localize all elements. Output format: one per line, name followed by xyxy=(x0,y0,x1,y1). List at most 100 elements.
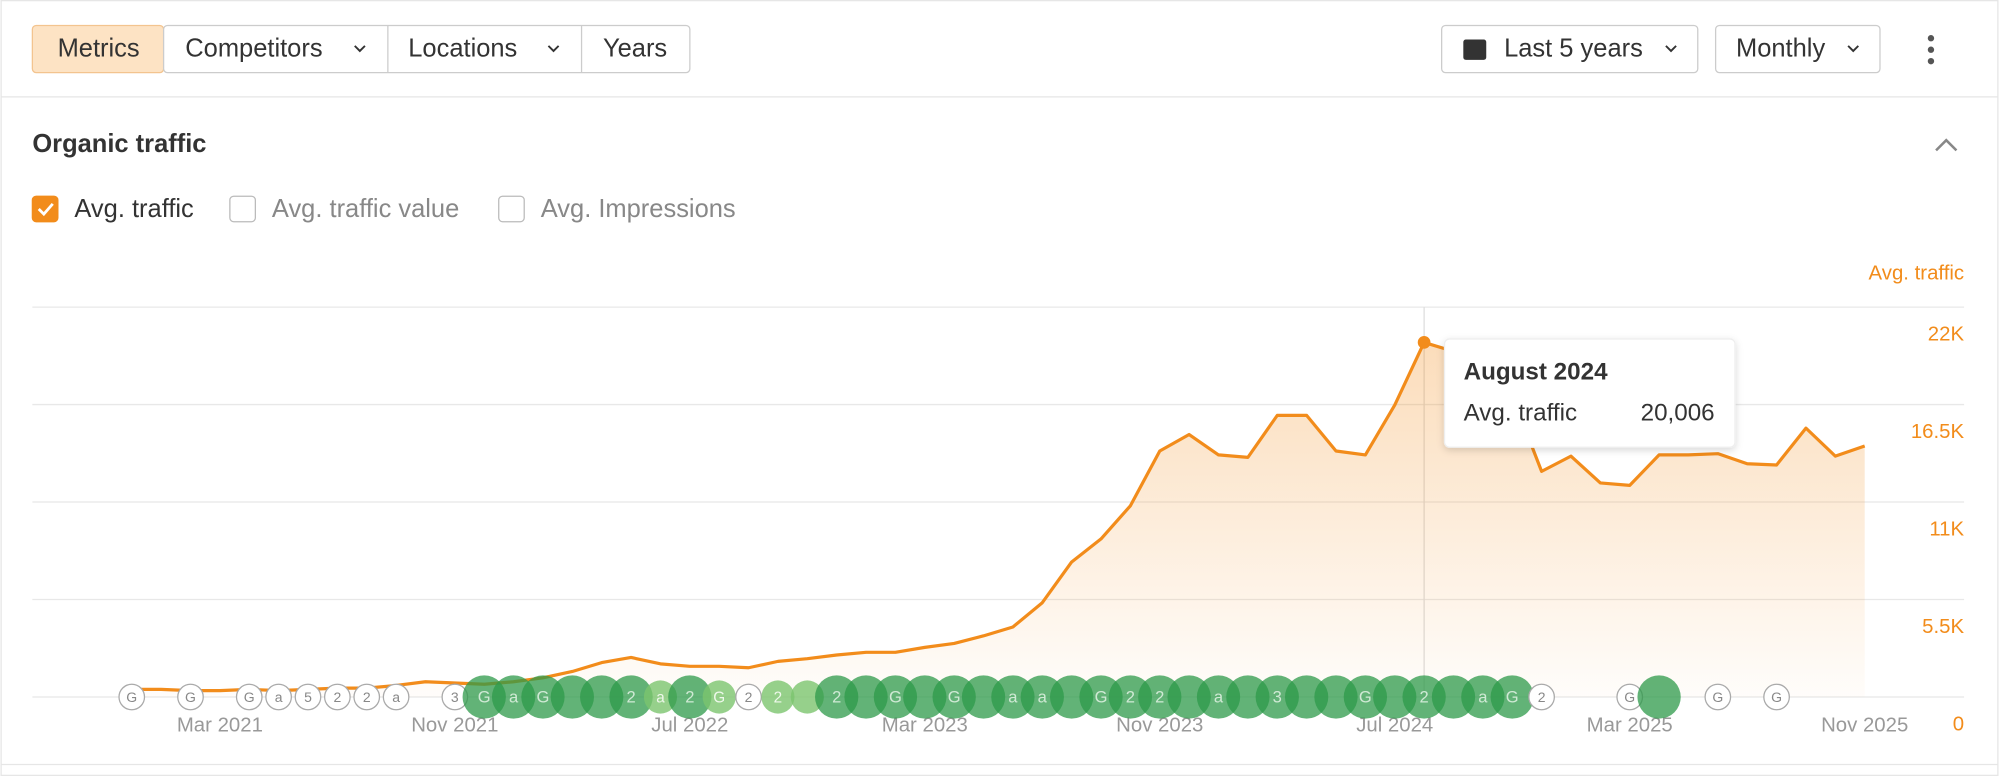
event-marker[interactable] xyxy=(118,683,146,711)
x-tick-label: Jul 2024 xyxy=(1356,715,1433,737)
event-label: G xyxy=(1506,688,1519,707)
y-tick-label: 11K xyxy=(1929,518,1964,540)
hover-point xyxy=(1417,336,1431,349)
calendar-icon xyxy=(1463,39,1487,60)
event-label: G xyxy=(1359,688,1372,707)
tab-group[interactable] xyxy=(162,24,691,74)
event-marker[interactable] xyxy=(702,680,736,714)
event-marker[interactable] xyxy=(735,683,762,711)
event-marker[interactable] xyxy=(323,683,351,711)
tab-label[interactable]: Years xyxy=(603,34,667,62)
chevron xyxy=(1847,45,1860,53)
event-label: G xyxy=(948,688,961,707)
event-label: 3 xyxy=(1273,688,1282,707)
event-marker[interactable] xyxy=(177,683,204,711)
event-label: a xyxy=(275,689,283,705)
event-marker[interactable] xyxy=(761,680,795,714)
tooltip xyxy=(1443,338,1736,448)
chevron xyxy=(1665,45,1677,53)
tab-label[interactable]: Competitors xyxy=(185,34,322,62)
x-tick-label: Mar 2023 xyxy=(882,715,968,737)
event-label: G xyxy=(1624,689,1635,705)
event-label: G xyxy=(1712,689,1723,705)
event-marker[interactable] xyxy=(1763,683,1790,711)
event-marker[interactable] xyxy=(235,683,263,711)
event-label: 2 xyxy=(1538,689,1546,705)
chevron xyxy=(354,45,366,53)
event-label: 2 xyxy=(1155,688,1164,707)
event-label: 2 xyxy=(1126,688,1135,707)
event-label: G xyxy=(713,689,725,706)
interval-label[interactable]: Monthly xyxy=(1736,34,1825,62)
collapse[interactable] xyxy=(1935,138,1958,152)
event-label: a xyxy=(1038,688,1048,707)
event-marker[interactable] xyxy=(1704,683,1732,711)
range-label[interactable]: Last 5 years xyxy=(1504,34,1643,62)
plot: 0 5.5K 11K 16.5K 22K Avg. traffic Mar 2021 Nov … xyxy=(32,262,1965,737)
x-tick-label: Jul 2022 xyxy=(651,715,728,737)
metric-toggles: Avg. traffic Avg. traffic value Avg. Impre… xyxy=(31,195,736,223)
event-label: G xyxy=(1095,688,1108,707)
line xyxy=(131,340,1866,693)
x-tick-label: Mar 2025 xyxy=(1587,715,1673,737)
event-label: 5 xyxy=(304,689,312,705)
x-tick-label: Nov 2021 xyxy=(411,715,498,737)
event-marker[interactable] xyxy=(294,683,322,711)
event-label: G xyxy=(185,689,196,705)
event-label: G xyxy=(537,688,550,707)
event-marker[interactable] xyxy=(668,675,712,719)
event-label: G xyxy=(478,688,491,707)
event-label: a xyxy=(392,689,400,705)
x-tick-label: Nov 2025 xyxy=(1821,715,1908,737)
event-marker[interactable] xyxy=(643,680,678,714)
event-label: G xyxy=(889,688,902,707)
y-tick-label: 22K xyxy=(1928,324,1965,346)
tooltip-title: August 2024 xyxy=(1464,359,1608,386)
checkbox[interactable] xyxy=(498,195,525,223)
event-label: 2 xyxy=(333,689,341,705)
event-label: G xyxy=(1771,689,1782,705)
tooltip-value: 20,006 xyxy=(1641,400,1715,427)
event-label: 2 xyxy=(774,689,783,706)
tooltip-series: Avg. traffic xyxy=(1464,400,1577,427)
more-menu[interactable] xyxy=(1927,35,1935,65)
event-label: a xyxy=(1214,688,1224,707)
checkbox-label[interactable]: Avg. traffic xyxy=(74,195,194,223)
y-tick-label: 16.5K xyxy=(1911,421,1965,443)
checkbox[interactable] xyxy=(229,195,256,223)
event-label: G xyxy=(126,689,137,705)
event-marker[interactable] xyxy=(1637,675,1681,719)
range-button[interactable] xyxy=(1441,24,1699,74)
y-tick-label: 0 xyxy=(1953,713,1964,735)
interval-button[interactable] xyxy=(1714,24,1881,74)
y-tick-label: 5.5K xyxy=(1922,616,1964,638)
event-marker[interactable] xyxy=(1528,683,1555,711)
event-label: a xyxy=(509,688,519,707)
checkbox-label[interactable]: Avg. Impressions xyxy=(541,195,736,223)
event-marker[interactable] xyxy=(265,683,292,711)
event-label: 2 xyxy=(1420,688,1429,707)
event-marker[interactable] xyxy=(790,680,824,714)
event-marker[interactable] xyxy=(353,683,381,711)
event-label: 2 xyxy=(745,689,753,705)
event-label: 3 xyxy=(451,689,459,705)
event-marker[interactable] xyxy=(382,683,410,711)
event-label: a xyxy=(1008,688,1018,707)
x-tick-label: Nov 2023 xyxy=(1116,715,1203,737)
checkbox-label[interactable]: Avg. traffic value xyxy=(272,195,459,223)
event-marker[interactable] xyxy=(1490,675,1534,719)
event-label: a xyxy=(1478,688,1488,707)
tab-label[interactable]: Metrics xyxy=(58,34,140,62)
event-label: 2 xyxy=(363,689,371,705)
event-label: 2 xyxy=(832,688,841,707)
tab-label[interactable]: Locations xyxy=(408,34,517,62)
checkbox[interactable] xyxy=(31,195,59,223)
event-label: 2 xyxy=(626,688,635,707)
y-axis-title: Avg. traffic xyxy=(1869,262,1965,284)
event-label: 2 xyxy=(685,688,694,707)
event-marker[interactable] xyxy=(609,675,653,719)
checkmark xyxy=(37,202,54,217)
event-label: a xyxy=(656,689,665,706)
section-title: Organic traffic xyxy=(32,130,206,158)
